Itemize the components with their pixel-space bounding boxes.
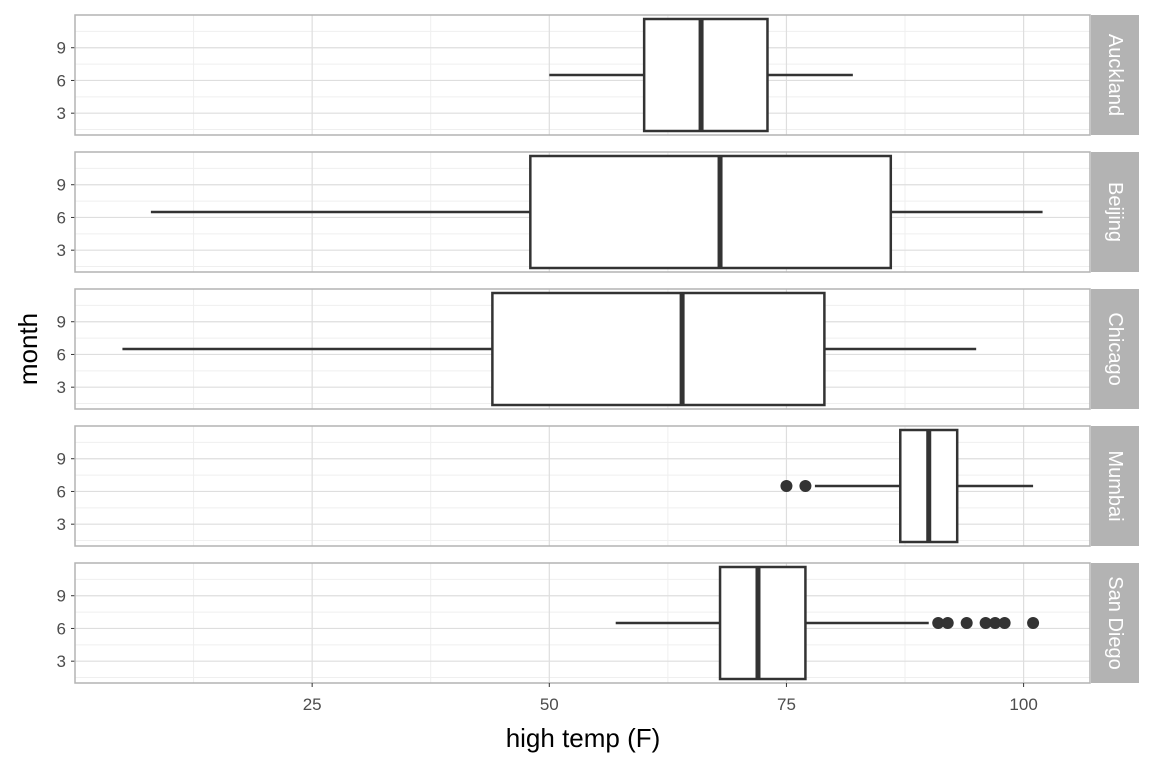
y-tick-label: 6 [57,208,66,227]
outlier-point [941,617,954,629]
x-tick-label: 25 [303,695,322,714]
y-axis-title: month [13,313,43,385]
y-tick-label: 6 [57,619,66,638]
outlier-point [979,617,992,629]
facet-strip-label: Auckland [1104,34,1126,116]
facet-strip-label: Mumbai [1104,450,1126,521]
facet-strip-label: Beijing [1104,182,1126,242]
panel-border [74,562,1091,684]
facet-strip [1091,289,1139,409]
box-iqr [642,17,769,133]
panel-border [74,14,1091,136]
panel-border [74,425,1091,547]
panel-san-diego: 3 6 9 San Diego [57,562,1139,684]
y-tick-label: 3 [57,104,66,123]
y-tick-label: 9 [57,450,66,469]
y-tick-label: 9 [57,176,66,195]
facet-panels: 3 6 9 Auckland 3 6 9 Beijing 3 6 9 Chicago 3 6 9 Mumbai… [57,14,1139,684]
x-tick-label: 100 [1009,695,1037,714]
facet-strip [1091,15,1139,135]
y-tick-label: 6 [57,345,66,364]
panel-auckland: 3 6 9 Auckland [57,14,1139,136]
box-iqr [718,565,807,681]
panel-border [74,288,1091,410]
outlier-point [998,617,1011,629]
y-tick-label: 3 [57,652,66,671]
outlier-point [989,617,1002,629]
box-iqr [491,291,826,407]
panel-border [74,151,1091,273]
facet-strip-label: Chicago [1104,312,1126,385]
facet-strip [1091,426,1139,546]
y-tick-label: 9 [57,587,66,606]
facet-strip [1091,152,1139,272]
y-tick-label: 3 [57,241,66,260]
outlier-point [799,480,812,492]
facet-strip-label: San Diego [1104,576,1126,669]
facet-strip [1091,563,1139,683]
y-tick-label: 9 [57,313,66,332]
outlier-point [932,617,945,629]
panel-mumbai: 3 6 9 Mumbai [57,425,1139,547]
y-tick-label: 3 [57,515,66,534]
y-tick-label: 6 [57,482,66,501]
x-axis: 25 50 75 100 [303,683,1038,714]
x-axis-title: high temp (F) [506,723,661,753]
y-tick-label: 9 [57,39,66,58]
panel-beijing: 3 6 9 Beijing [57,151,1139,273]
x-tick-label: 50 [540,695,559,714]
box-iqr [529,154,893,270]
outlier-point [780,480,793,492]
y-tick-label: 6 [57,71,66,90]
y-tick-label: 3 [57,378,66,397]
outlier-point [1027,617,1040,629]
panel-chicago: 3 6 9 Chicago [57,288,1139,410]
x-tick-label: 75 [777,695,796,714]
outlier-point [960,617,973,629]
